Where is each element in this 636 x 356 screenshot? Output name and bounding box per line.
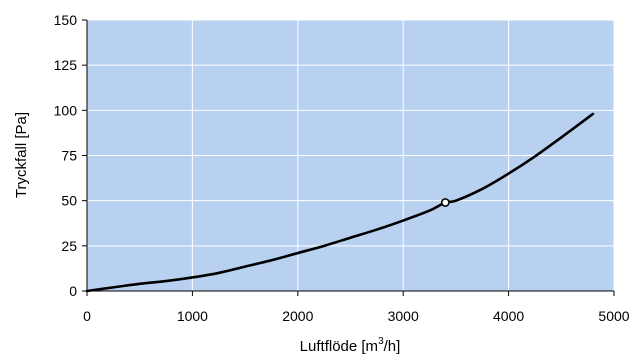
y-tick-label: 100 [54, 102, 78, 118]
y-tick-label: 50 [61, 193, 77, 209]
x-tick-label: 2000 [282, 308, 313, 324]
series-line [85, 112, 595, 293]
x-tick-labels: 0 1000 2000 3000 4000 5000 [83, 308, 630, 324]
y-axis-label: Tryckfall [Pa] [13, 112, 30, 198]
x-tick-label: 0 [83, 308, 91, 324]
y-tick-label: 150 [54, 12, 78, 28]
x-tick-label: 3000 [388, 308, 419, 324]
operating-point-marker [440, 198, 450, 207]
x-tick-label: 4000 [493, 308, 524, 324]
y-tick-label: 75 [61, 148, 77, 164]
grid [87, 19, 615, 291]
x-tick-label: 1000 [177, 308, 208, 324]
y-tick-label: 125 [54, 57, 78, 73]
y-tick-label: 0 [69, 283, 77, 299]
x-axis-label: Luftflöde [m3/h] [300, 336, 401, 355]
y-tick-labels: 0 25 50 75 100 125 150 [54, 12, 78, 299]
y-tick-label: 25 [61, 238, 77, 254]
x-tick-label: 5000 [598, 308, 629, 324]
